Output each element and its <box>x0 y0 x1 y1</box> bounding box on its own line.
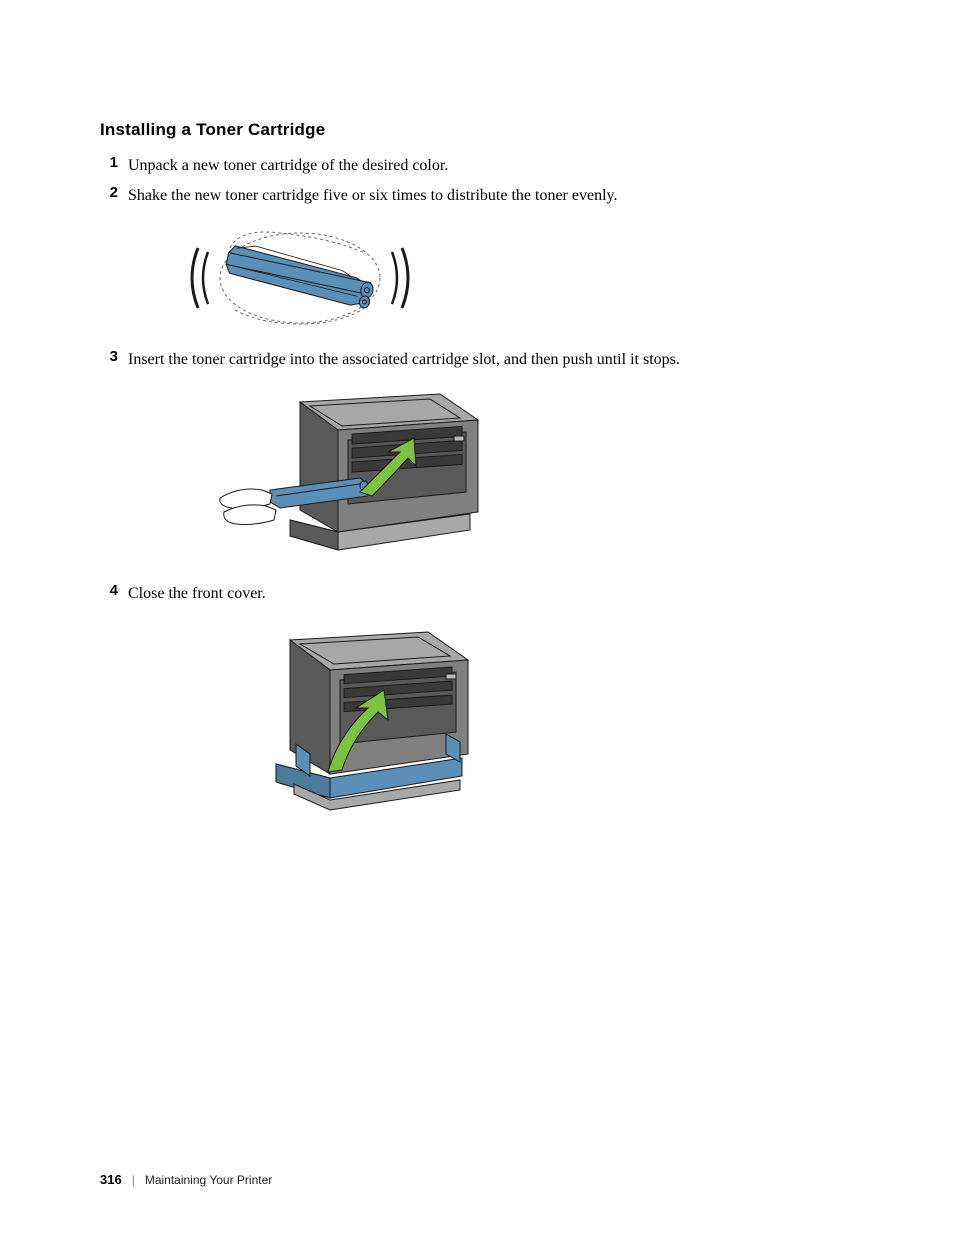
step-number: 2 <box>100 184 128 201</box>
step-text: Unpack a new toner cartridge of the desi… <box>128 154 448 178</box>
step-4: 4 Close the front cover. <box>100 582 864 606</box>
figure-close <box>100 616 864 816</box>
step-2: 2 Shake the new toner cartridge five or … <box>100 184 864 208</box>
footer-separator: | <box>132 1173 135 1187</box>
section-heading: Installing a Toner Cartridge <box>100 120 864 140</box>
step-number: 1 <box>100 154 128 171</box>
step-number: 4 <box>100 582 128 599</box>
step-1: 1 Unpack a new toner cartridge of the de… <box>100 154 864 178</box>
shake-cartridge-illustration <box>180 218 420 338</box>
step-list: 1 Unpack a new toner cartridge of the de… <box>100 154 864 816</box>
close-cover-illustration <box>210 616 490 816</box>
step-3: 3 Insert the toner cartridge into the as… <box>100 348 864 372</box>
chapter-title: Maintaining Your Printer <box>145 1173 272 1187</box>
page-number: 316 <box>100 1172 122 1187</box>
step-number: 3 <box>100 348 128 365</box>
step-text: Shake the new toner cartridge five or si… <box>128 184 617 208</box>
page-footer: 316 | Maintaining Your Printer <box>100 1172 272 1187</box>
step-text: Insert the toner cartridge into the asso… <box>128 348 680 372</box>
insert-cartridge-illustration <box>210 382 490 572</box>
figure-insert <box>100 382 864 572</box>
step-text: Close the front cover. <box>128 582 266 606</box>
manual-page: Installing a Toner Cartridge 1 Unpack a … <box>0 0 954 1235</box>
figure-shake <box>100 218 864 338</box>
